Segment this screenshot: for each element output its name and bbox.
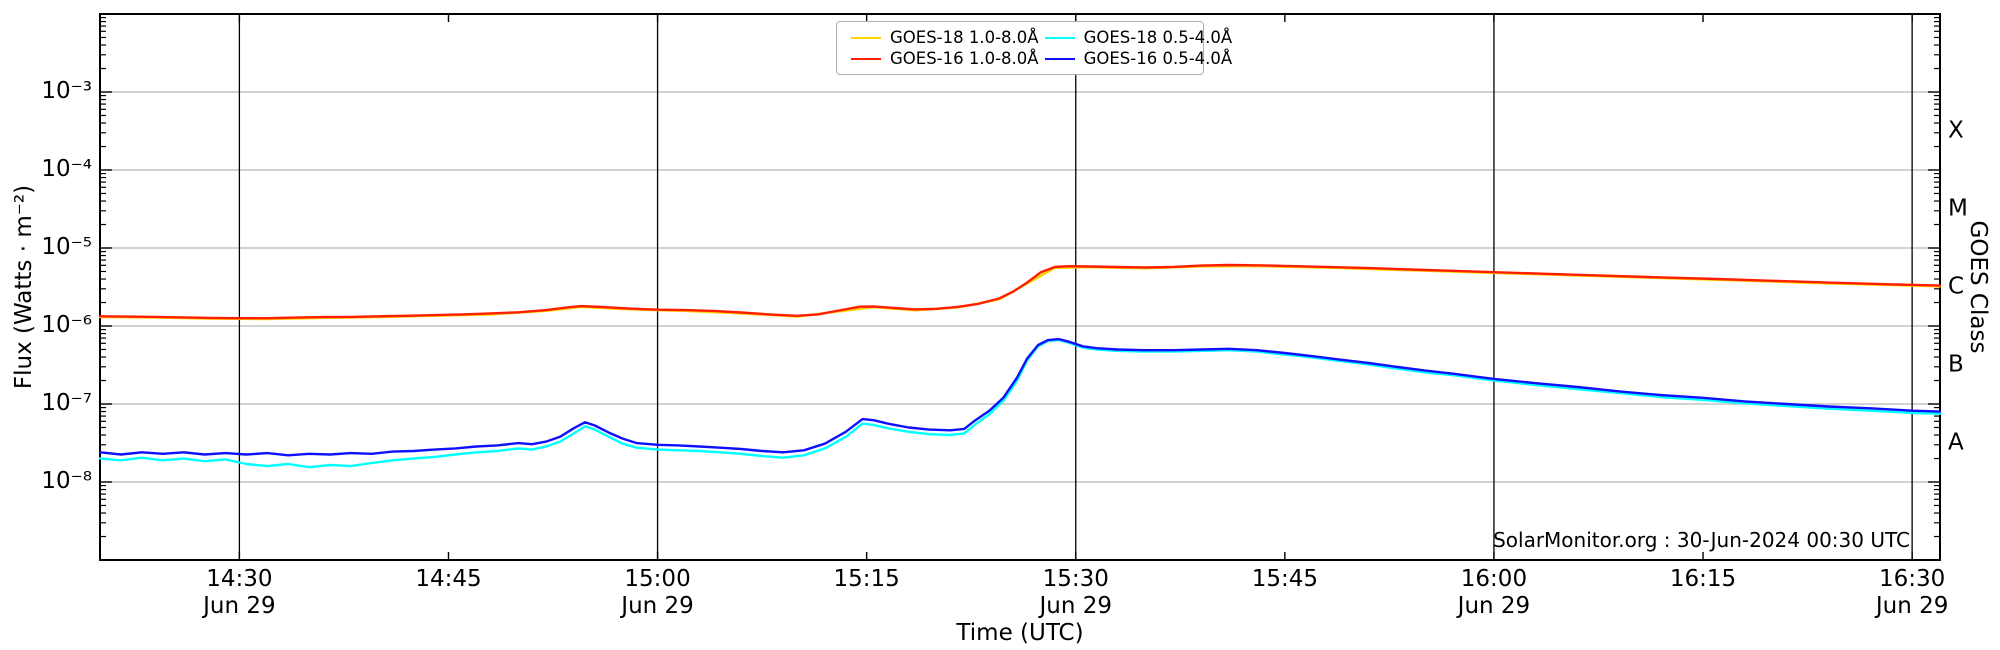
goes-class-label-a: A (1948, 429, 1964, 456)
x-tick-date-label: Jun 29 (1875, 593, 1949, 619)
right-axis-title: GOES Class (1965, 220, 1991, 354)
goes-class-label-b: B (1948, 351, 1964, 378)
x-tick-label: 14:30 Jun 29 (203, 566, 276, 619)
goes-class-label-c: C (1948, 273, 1965, 300)
legend-line-swatch-icon (851, 36, 881, 39)
x-tick-label: 14:45 (415, 566, 482, 592)
curve-goes-16-1-0-8-0- (98, 263, 1942, 320)
legend-line-swatch-icon (851, 57, 881, 60)
x-tick-date-label: Jun 29 (203, 593, 276, 619)
legend: GOES-18 1.0-8.0Å GOES-18 0.5-4.0Å GOES-16 … (836, 21, 1232, 75)
y-tick-label: 10⁻⁵ (41, 233, 92, 260)
legend-item-label: GOES-18 0.5-4.0Å (1083, 28, 1233, 47)
legend-item-label: GOES-18 1.0-8.0Å (890, 28, 1039, 47)
x-tick-label: 16:00 Jun 29 (1457, 566, 1531, 619)
legend-item-label: GOES-16 0.5-4.0Å (1083, 49, 1233, 68)
goes-class-label-x: X (1948, 117, 1964, 144)
x-tick-date-label: Jun 29 (621, 593, 694, 619)
x-tick-label: 16:30 Jun 29 (1875, 566, 1949, 619)
x-tick-date-label: Jun 29 (1039, 593, 1113, 619)
legend-item: GOES-16 1.0-8.0Å (851, 48, 1039, 69)
legend-line-swatch-icon (1044, 36, 1075, 39)
goes-class-label-m: M (1948, 195, 1968, 222)
x-tick-label: 15:15 (833, 566, 900, 592)
x-tick-label: 16:15 (1669, 566, 1737, 592)
watermark-text: SolarMonitor.org : 30-Jun-2024 00:30 UTC (1493, 528, 1910, 552)
curve-goes-16-0-5-4-0- (98, 337, 1942, 457)
x-tick-label: 15:45 (1251, 566, 1318, 592)
x-tick-date-label: Jun 29 (1457, 593, 1531, 619)
y-tick-label: 10⁻³ (41, 77, 92, 104)
legend-item: GOES-18 0.5-4.0Å (1044, 27, 1233, 48)
legend-line-swatch-icon (1044, 57, 1075, 60)
y-tick-label: 10⁻⁸ (41, 467, 92, 494)
y-tick-label: 10⁻⁴ (41, 155, 92, 182)
x-axis-title: Time (UTC) (956, 620, 1084, 646)
curve-goes-18-0-5-4-0- (98, 338, 1942, 469)
x-tick-label: 15:30 Jun 29 (1039, 566, 1113, 619)
y-axis-title: Flux (Watts · m⁻²) (11, 184, 37, 390)
legend-item: GOES-18 1.0-8.0Å (851, 27, 1039, 48)
legend-item: GOES-16 0.5-4.0Å (1044, 48, 1233, 69)
legend-item-label: GOES-16 1.0-8.0Å (890, 49, 1039, 68)
y-tick-label: 10⁻⁶ (41, 311, 92, 338)
x-tick-label: 15:00 Jun 29 (621, 566, 694, 619)
curve-goes-18-1-0-8-0- (98, 264, 1942, 321)
y-tick-label: 10⁻⁷ (41, 389, 92, 416)
